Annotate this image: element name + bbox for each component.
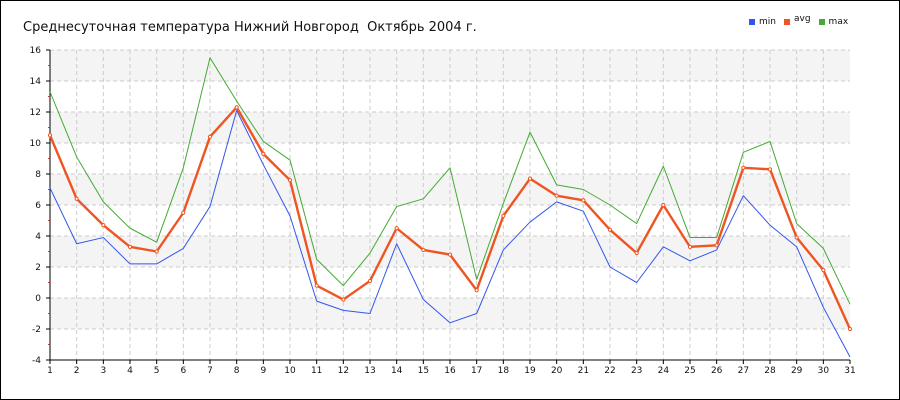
legend-item-min: min: [749, 17, 776, 27]
y-tick-label: 0: [35, 294, 41, 304]
legend-swatch-avg: [783, 19, 790, 25]
data-point-avg: [394, 226, 399, 231]
data-point-avg: [234, 105, 239, 110]
x-tick-label: 11: [311, 366, 322, 376]
x-tick-label: 1: [47, 366, 53, 376]
data-point-avg: [74, 196, 79, 201]
data-point-avg: [341, 297, 346, 302]
x-tick-label: 27: [738, 366, 749, 376]
data-point-avg: [447, 252, 453, 257]
series-line-max: [49, 57, 851, 305]
y-tick-label: 8: [35, 170, 41, 180]
x-tick-label: 3: [100, 366, 106, 376]
data-point-avg: [661, 202, 666, 208]
y-tick-label: 4: [35, 232, 41, 242]
x-tick-label: 9: [260, 366, 266, 376]
data-point-avg: [154, 249, 159, 254]
data-point-avg: [847, 326, 853, 332]
x-tick-label: 13: [364, 366, 375, 376]
chart-title: Среднесуточная температура Нижний Новгор…: [23, 20, 477, 35]
x-tick-label: 15: [418, 366, 429, 376]
y-tick-label: -4: [32, 356, 41, 366]
y-tick-label: -2: [32, 325, 41, 335]
data-point-avg: [714, 243, 719, 248]
legend-label-max: max: [828, 17, 849, 27]
x-tick-label: 20: [551, 366, 563, 376]
x-tick-label: 21: [578, 366, 589, 376]
data-point-avg: [554, 193, 559, 198]
x-tick-label: 25: [684, 366, 695, 376]
data-point-avg: [794, 235, 799, 240]
x-tick-label: 29: [791, 366, 803, 376]
x-tick-label: 24: [658, 366, 670, 376]
data-point-avg: [314, 283, 319, 288]
data-point-avg: [181, 210, 186, 215]
x-tick-label: 12: [338, 366, 349, 376]
x-tick-label: 2: [74, 366, 80, 376]
data-point-avg: [821, 268, 826, 273]
x-tick-label: 18: [498, 366, 510, 376]
data-point-avg: [207, 134, 213, 139]
y-tick-label: 6: [35, 201, 41, 211]
x-tick-label: 7: [207, 366, 213, 376]
data-point-avg: [634, 250, 639, 256]
x-tick-label: 22: [604, 366, 615, 376]
legend-swatch-max: [818, 19, 825, 25]
x-tick-label: 10: [284, 366, 296, 376]
x-tick-label: 19: [524, 366, 536, 376]
data-point-avg: [527, 176, 533, 181]
data-point-avg: [421, 247, 426, 253]
series-line-min: [49, 109, 851, 358]
legend-label-avg: avg: [793, 14, 811, 24]
data-point-avg: [687, 244, 693, 249]
legend: min avg max: [749, 14, 856, 27]
legend-swatch-min: [749, 19, 755, 25]
y-tick-label: 10: [30, 139, 42, 149]
y-tick-label: 12: [30, 108, 41, 118]
data-point-avg: [767, 167, 773, 172]
x-tick-label: 6: [180, 366, 186, 376]
x-tick-label: 14: [391, 366, 403, 376]
data-point-avg: [474, 288, 479, 293]
x-tick-label: 5: [154, 366, 160, 376]
y-tick-label: 14: [30, 77, 42, 87]
data-point-avg: [367, 278, 373, 284]
legend-label-min: min: [759, 17, 776, 27]
x-tick-label: 8: [234, 366, 240, 376]
data-point-avg: [127, 244, 133, 249]
legend-item-avg: avg: [783, 14, 811, 27]
x-tick-label: 30: [818, 366, 830, 376]
data-point-avg: [501, 213, 506, 218]
x-tick-label: 4: [127, 366, 133, 376]
data-point-avg: [47, 133, 53, 138]
legend-item-max: max: [818, 17, 849, 27]
y-tick-label: 2: [35, 263, 41, 273]
data-point-avg: [261, 151, 266, 156]
x-tick-label: 16: [444, 366, 456, 376]
x-tick-label: 26: [711, 366, 723, 376]
data-point-avg: [101, 223, 106, 228]
y-tick-label: 16: [30, 46, 42, 56]
x-tick-label: 28: [764, 366, 776, 376]
data-point-avg: [581, 198, 586, 203]
x-tick-label: 23: [631, 366, 642, 376]
data-point-avg: [741, 165, 746, 170]
x-tick-label: 31: [844, 366, 855, 376]
x-tick-label: 17: [471, 366, 482, 376]
data-point-avg: [607, 227, 613, 232]
data-point-avg: [287, 178, 293, 183]
